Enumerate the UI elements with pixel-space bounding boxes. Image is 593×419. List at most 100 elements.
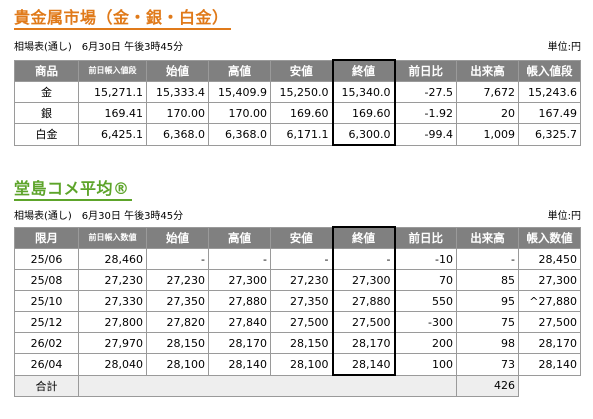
rice-cell: -300 (394, 311, 457, 333)
rice-cell: - (270, 248, 333, 270)
rice-table-row: 25/10 27,330 27,350 27,880 27,350 27,880 550 95… (14, 290, 581, 312)
rice-header-0: 限月 (14, 226, 79, 249)
rice-cell: 28,100 (270, 353, 333, 376)
rice-cell: 28,150 (270, 332, 333, 354)
rice-cell: 26/02 (14, 332, 79, 354)
metals-section-title: 貴金属市場（金・銀・白金） (14, 4, 231, 30)
metals-header-6: 前日比 (394, 59, 457, 82)
metals-header-8: 帳入値段 (518, 59, 581, 82)
metals-cell: 1,009 (456, 123, 519, 146)
rice-cell: 27,970 (78, 332, 147, 354)
metals-cell: 15,250.0 (270, 81, 333, 103)
metals-cell: 167.49 (518, 102, 581, 124)
rice-cell: 28,450 (518, 248, 581, 270)
rice-header-6: 前日比 (394, 226, 457, 249)
metals-cell: 15,340.0 (331, 81, 396, 103)
metals-cell: 169.60 (270, 102, 333, 124)
rice-cell: 28,140 (331, 353, 396, 376)
rice-header-3: 高値 (208, 226, 271, 249)
rice-cell: 27,500 (518, 311, 581, 333)
rice-table-row: 25/06 28,460- - - - -10-28,450 (14, 248, 581, 270)
rice-cell: 75 (456, 311, 519, 333)
rice-cell: 27,300 (331, 269, 396, 291)
rice-table-row: 26/04 28,040 28,100 28,140 28,100 28,140 100 73… (14, 353, 581, 376)
metals-cell: 銀 (14, 102, 79, 124)
rice-cell: 98 (456, 332, 519, 354)
metals-header-5: 終値 (331, 59, 396, 82)
rice-table-row: 25/12 27,800 27,820 27,840 27,500 27,500 -300 7… (14, 311, 581, 333)
rice-cell: 28,040 (78, 353, 147, 376)
metals-cell: 170.00 (146, 102, 209, 124)
rice-cell: 27,800 (78, 311, 147, 333)
metals-cell: 6,300.0 (331, 123, 396, 146)
rice-cell: 27,500 (270, 311, 333, 333)
metals-cell: 6,425.1 (78, 123, 147, 146)
metals-header-4: 安値 (270, 59, 333, 82)
rice-cell: 27,880 (331, 290, 396, 312)
metals-cell: 7,672 (456, 81, 519, 103)
rice-cell: 27,350 (146, 290, 209, 312)
rice-cell: -10 (394, 248, 457, 270)
metals-header-7: 出来高 (456, 59, 519, 82)
rice-header-4: 安値 (270, 226, 333, 249)
rice-cell: ^27,880 (518, 290, 581, 312)
rice-cell: 27,230 (146, 269, 209, 291)
rice-cell: - (456, 248, 519, 270)
rice-total-volume: 426 (456, 374, 519, 397)
rice-header-7: 出来高 (456, 226, 519, 249)
rice-cell: 27,300 (518, 269, 581, 291)
rice-cell: 28,100 (146, 353, 209, 376)
metals-cell: -99.4 (394, 123, 457, 146)
metals-cell: 169.41 (78, 102, 147, 124)
rice-cell: - (331, 248, 396, 270)
rice-meta-text: 相場表(通し) 6月30日 午後3時45分 (14, 211, 184, 222)
metals-cell: 15,243.6 (518, 81, 581, 103)
metals-unit-label: 単位:円 (547, 42, 581, 53)
metals-header-0: 商品 (14, 59, 79, 82)
metals-cell: 6,171.1 (270, 123, 333, 146)
rice-cell: 27,300 (208, 269, 271, 291)
metals-cell: 白金 (14, 123, 79, 146)
metals-cell: 金 (14, 81, 79, 103)
metals-table-row: 銀 169.41 170.00 170.00 169.60 169.60 -1.92 20 16… (14, 102, 581, 124)
rice-cell: 28,140 (208, 353, 271, 376)
rice-table-row: 25/08 27,230 27,230 27,300 27,230 27,300 70 85 2… (14, 269, 581, 291)
metals-cell: 15,271.1 (78, 81, 147, 103)
rice-cell: 27,230 (270, 269, 333, 291)
rice-cell: 27,820 (146, 311, 209, 333)
rice-cell: 28,150 (146, 332, 209, 354)
rice-cell: - (146, 248, 209, 270)
rice-cell: 95 (456, 290, 519, 312)
metals-cell: 6,325.7 (518, 123, 581, 146)
rice-cell: 100 (394, 353, 457, 376)
rice-cell: 28,170 (331, 332, 396, 354)
metals-cell: 170.00 (208, 102, 271, 124)
rice-unit-label: 単位:円 (547, 211, 581, 222)
metals-cell: 6,368.0 (208, 123, 271, 146)
rice-section-title: 堂島コメ平均® (14, 175, 132, 201)
rice-cell: 28,170 (208, 332, 271, 354)
metals-cell: 20 (456, 102, 519, 124)
metals-header-2: 始値 (146, 59, 209, 82)
metals-cell: 6,368.0 (146, 123, 209, 146)
rice-cell: 73 (456, 353, 519, 376)
metals-cell: -1.92 (394, 102, 457, 124)
metals-cell: -27.5 (394, 81, 457, 103)
rice-cell: 27,880 (208, 290, 271, 312)
rice-cell: 27,500 (331, 311, 396, 333)
rice-total-label: 合計 (14, 374, 79, 397)
metals-cell: 15,409.9 (208, 81, 271, 103)
rice-total-blank (518, 375, 581, 397)
rice-cell: 25/06 (14, 248, 79, 270)
rice-cell: 550 (394, 290, 457, 312)
rice-cell: 27,230 (78, 269, 147, 291)
metals-table-row: 白金 6,425.1 6,368.0 6,368.0 6,171.1 6,300.0 -99… (14, 123, 581, 146)
metals-meta-text: 相場表(通し) 6月30日 午後3時45分 (14, 42, 184, 53)
rice-total-row: 合計 426 (14, 374, 581, 397)
rice-total-spacer (78, 374, 457, 397)
rice-header-8: 帳入数値 (518, 226, 581, 249)
metals-table-row: 金 15,271.1 15,333.4 15,409.9 15,250.0 15,340.… (14, 81, 581, 103)
metals-header-3: 高値 (208, 59, 271, 82)
rice-cell: 85 (456, 269, 519, 291)
rice-cell: 25/08 (14, 269, 79, 291)
